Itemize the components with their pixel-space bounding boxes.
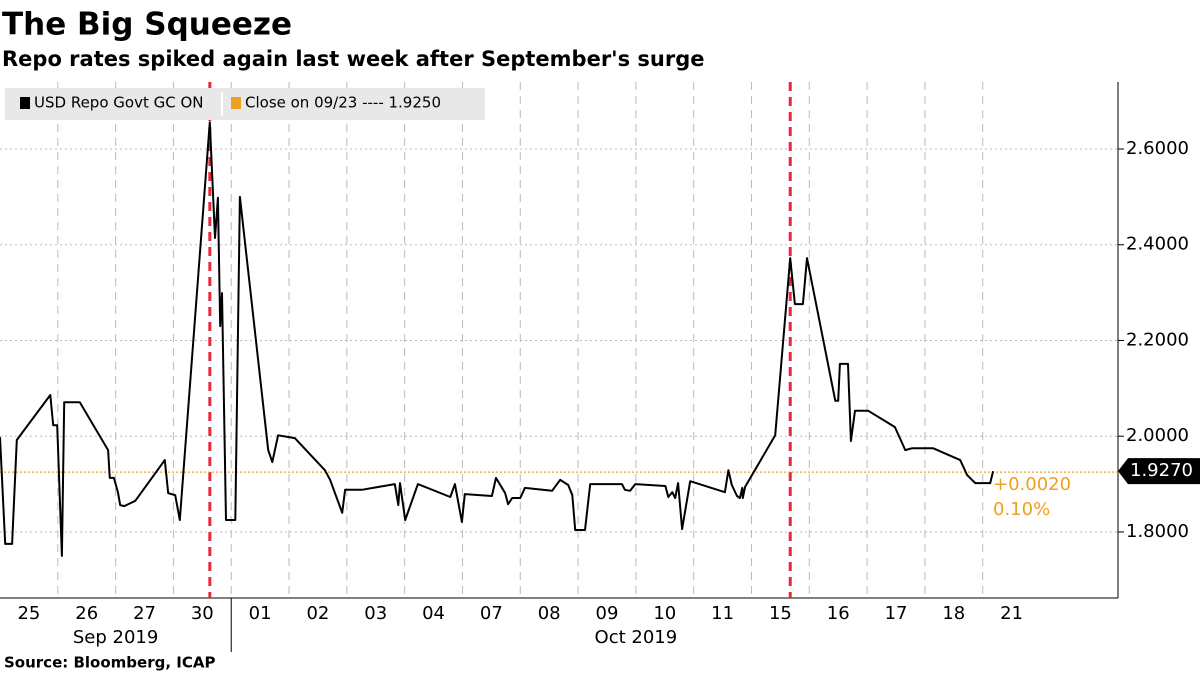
x-tick-label: 30	[191, 603, 214, 624]
change-label: +0.0020	[993, 474, 1071, 495]
last-value-label: 1.9270	[1130, 460, 1193, 481]
x-tick-label: 11	[711, 603, 734, 624]
x-tick-label: 25	[17, 603, 40, 624]
x-tick-label: 10	[653, 603, 676, 624]
month-label: Sep 2019	[73, 627, 158, 648]
x-tick-label: 26	[75, 603, 98, 624]
y-tick-label: 2.6000	[1126, 138, 1189, 159]
y-tick-label: 2.2000	[1126, 329, 1189, 350]
x-tick-label: 01	[249, 603, 272, 624]
x-tick-label: 09	[596, 603, 619, 624]
x-tick-label: 16	[827, 603, 850, 624]
y-tick-label: 1.8000	[1126, 521, 1189, 542]
legend-swatch	[20, 97, 30, 109]
x-tick-label: 03	[364, 603, 387, 624]
chart-title: The Big Squeeze	[2, 7, 292, 43]
x-tick-label: 15	[769, 603, 792, 624]
change-pct-label: 0.10%	[993, 499, 1050, 520]
last-value-box	[1118, 458, 1200, 485]
legend-swatch	[231, 97, 241, 109]
x-tick-label: 18	[942, 603, 965, 624]
y-tick-label: 2.4000	[1126, 234, 1189, 255]
x-tick-label: 02	[306, 603, 329, 624]
legend-box	[5, 88, 485, 120]
x-tick-label: 27	[133, 603, 156, 624]
y-tick-label: 2.0000	[1126, 425, 1189, 446]
x-tick-label: 21	[1000, 603, 1023, 624]
x-tick-label: 04	[422, 603, 445, 624]
legend-label: USD Repo Govt GC ON	[34, 94, 203, 112]
x-tick-label: 08	[538, 603, 561, 624]
month-label: Oct 2019	[595, 627, 678, 648]
x-tick-label: 07	[480, 603, 503, 624]
source: Source: Bloomberg, ICAP	[4, 654, 215, 672]
legend-label: Close on 09/23 ---- 1.9250	[245, 94, 441, 112]
chart-subtitle: Repo rates spiked again last week after …	[2, 47, 705, 71]
x-tick-label: 17	[885, 603, 908, 624]
series-line	[0, 121, 995, 557]
